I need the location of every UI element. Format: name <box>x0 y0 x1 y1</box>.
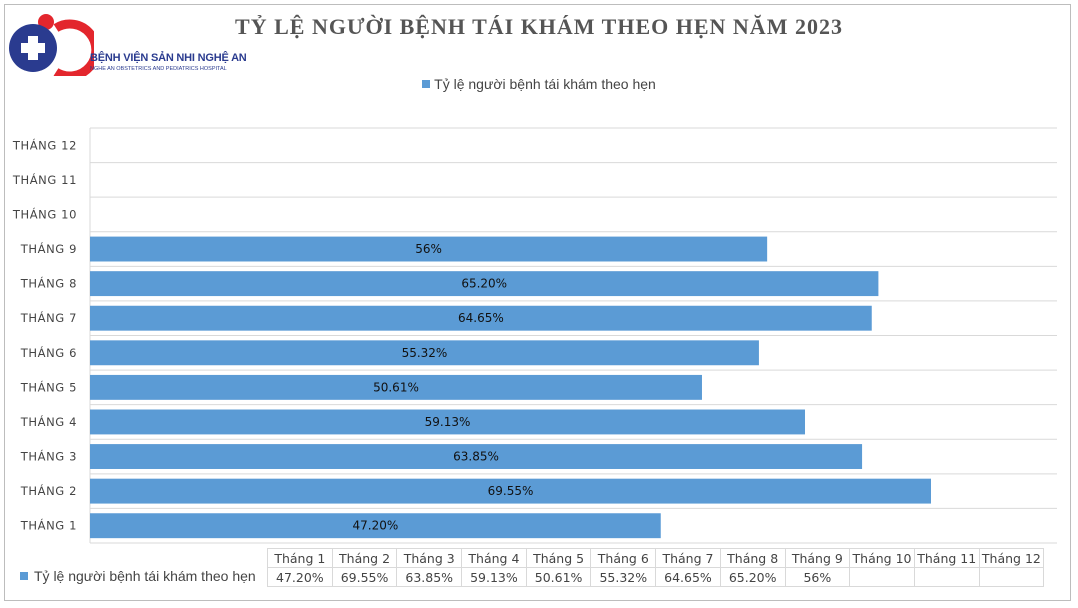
data-table-header: Tháng 9 <box>784 548 851 568</box>
bar <box>90 409 806 435</box>
data-label: 56% <box>415 242 442 256</box>
data-table-header: Tháng 7 <box>655 548 721 568</box>
y-tick-label: THÁNG 12 <box>12 137 77 152</box>
data-table-value: 55.32% <box>590 567 657 587</box>
bar <box>90 374 702 400</box>
data-label: 55.32% <box>402 346 448 360</box>
y-tick-label: THÁNG 1 <box>20 518 77 533</box>
data-table-row-label: Tỷ lệ người bệnh tái khám theo hẹn <box>34 568 256 584</box>
data-label: 63.85% <box>453 450 499 464</box>
bar <box>90 340 759 366</box>
data-table-value: 69.55% <box>331 567 398 587</box>
data-label: 65.20% <box>461 277 507 291</box>
data-table-value-row: 47.20% 69.55% 63.85% 59.13% 50.61% 55.32% 64.6… <box>267 567 1045 587</box>
data-table-series-key: Tỷ lệ người bệnh tái khám theo hẹn <box>20 568 256 584</box>
data-table-value: 64.65% <box>655 567 721 587</box>
data-table-header: Tháng 2 <box>331 548 398 568</box>
data-table-value: 63.85% <box>396 567 463 587</box>
data-table-value <box>913 567 980 587</box>
hospital-logo: BỆNH VIỆN SẢN NHI NGHỆ AN NGHE AN OBSTET… <box>4 6 247 81</box>
y-tick-label: THÁNG 5 <box>20 379 77 394</box>
data-table-header: Tháng 1 <box>267 548 333 568</box>
data-table-header: Tháng 6 <box>590 548 657 568</box>
bar <box>90 513 661 539</box>
y-tick-label: THÁNG 11 <box>12 172 77 187</box>
data-table-header: Tháng 4 <box>461 548 527 568</box>
data-table-header: Tháng 5 <box>525 548 592 568</box>
y-tick-label: THÁNG 3 <box>20 449 77 464</box>
y-tick-label: THÁNG 2 <box>20 483 77 498</box>
bar <box>90 444 863 469</box>
y-tick-label: THÁNG 4 <box>20 414 77 429</box>
data-table-value: 50.61% <box>525 567 592 587</box>
data-table-header: Tháng 8 <box>719 548 786 568</box>
hospital-name: BỆNH VIỆN SẢN NHI NGHỆ AN <box>90 52 247 64</box>
bar <box>90 478 931 504</box>
data-label: 64.65% <box>458 311 504 325</box>
data-table-value <box>978 567 1045 587</box>
data-table-header: Tháng 10 <box>849 548 915 568</box>
data-table-value: 47.20% <box>267 567 333 587</box>
data-table: Tháng 1 Tháng 2 Tháng 3 Tháng 4 Tháng 5 Tháng… <box>267 548 1045 587</box>
data-table-header: Tháng 12 <box>978 548 1045 568</box>
data-table-value: 56% <box>784 567 851 587</box>
hospital-subtitle: NGHE AN OBSTETRICS AND PEDIATRICS HOSPIT… <box>90 66 227 72</box>
legend-label: Tỷ lệ người bệnh tái khám theo hẹn <box>434 76 656 92</box>
data-table-value: 65.20% <box>719 567 786 587</box>
data-table-value <box>849 567 915 587</box>
y-tick-label: THÁNG 8 <box>20 276 77 291</box>
bar <box>90 236 768 262</box>
y-tick-label: THÁNG 6 <box>20 345 77 360</box>
data-label: 47.20% <box>352 519 398 533</box>
data-table-value: 59.13% <box>461 567 527 587</box>
data-table-header-row: Tháng 1 Tháng 2 Tháng 3 Tháng 4 Tháng 5 Tháng… <box>267 548 1045 568</box>
data-label: 69.55% <box>488 484 534 498</box>
data-table-header: Tháng 3 <box>396 548 463 568</box>
bar <box>90 271 879 297</box>
y-tick-label: THÁNG 7 <box>20 310 77 325</box>
data-table-header: Tháng 11 <box>913 548 980 568</box>
legend-swatch <box>422 80 431 88</box>
y-tick-label: THÁNG 10 <box>12 206 77 221</box>
data-label: 50.61% <box>373 380 419 394</box>
bar <box>90 305 872 331</box>
chart-title: TỶ LỆ NGƯỜI BỆNH TÁI KHÁM THEO HẸN NĂM 2… <box>235 14 843 39</box>
data-label: 59.13% <box>425 415 471 429</box>
data-table-swatch <box>20 572 28 580</box>
chart-legend: Tỷ lệ người bệnh tái khám theo hẹn <box>0 76 1078 92</box>
y-tick-label: THÁNG 9 <box>20 241 77 256</box>
